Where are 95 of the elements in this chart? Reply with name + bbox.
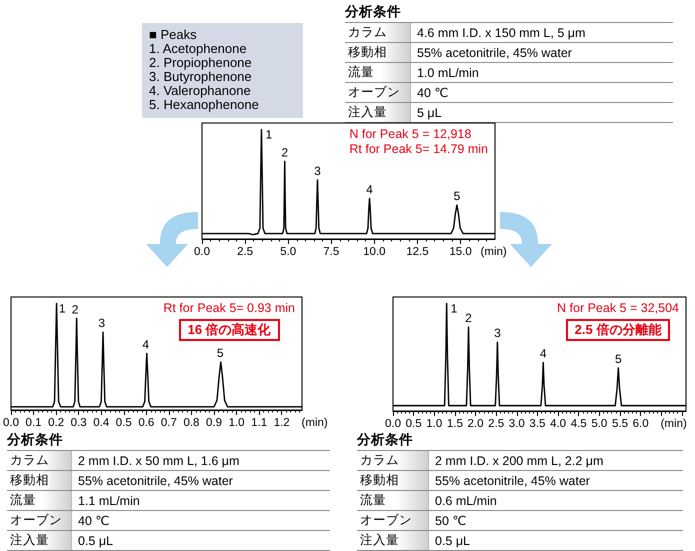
- x-tick-label: 0.2: [48, 417, 64, 429]
- annotation: 5: [614, 352, 622, 366]
- text: 55% acetonitrile, 45% water: [77, 472, 233, 490]
- text: 流量: [357, 491, 429, 510]
- text: 3. Butyrophenone: [149, 69, 253, 84]
- x-tick-label: 5.0: [280, 246, 296, 258]
- annotation: N for Peak 5 = 32,504: [557, 301, 679, 316]
- text: 分析条件: [7, 432, 64, 449]
- annotation: 1: [58, 301, 66, 316]
- annotation: 4: [540, 346, 547, 361]
- x-axis-title: (min): [302, 417, 328, 429]
- text: 2 mm I.D. x 200 mm L, 2.2 μm: [434, 452, 604, 470]
- x-tick-label: 0.1: [26, 417, 42, 429]
- x-tick-label: 0.3: [70, 417, 87, 429]
- text: 注入量: [7, 531, 72, 550]
- text: オーブン: [345, 83, 411, 102]
- text: カラム: [357, 451, 429, 470]
- text: 0.6 mL/min: [434, 492, 497, 510]
- text: 5 μL: [416, 104, 442, 122]
- text: 注入量: [357, 531, 429, 550]
- text: 0.5 μL: [434, 532, 470, 550]
- x-tick-label: 0.0: [194, 246, 210, 258]
- text: オーブン: [357, 511, 429, 530]
- text: 55% acetonitrile, 45% water: [434, 472, 590, 490]
- annotation: 1: [265, 128, 272, 142]
- text: 1. Acetophenone: [149, 41, 248, 56]
- x-tick-label: 2.0: [468, 418, 484, 430]
- annotation: 4: [366, 182, 374, 197]
- x-tick-label: 4.0: [550, 418, 566, 430]
- x-axis-title: (min): [480, 246, 507, 258]
- text: 5. Hexanophenone: [149, 97, 260, 112]
- annotation: 16 倍の高速化: [178, 319, 280, 341]
- text: オーブン: [7, 511, 72, 530]
- x-tick-label: 5.0: [591, 418, 608, 430]
- annotation: 3: [314, 164, 322, 178]
- x-tick-label: 15.0: [449, 246, 472, 258]
- text: 4. Valerophanone: [149, 83, 252, 98]
- annotation: 3: [98, 316, 106, 330]
- text: 50 ℃: [434, 513, 466, 530]
- x-tick-label: 3.0: [508, 418, 525, 430]
- text: 40 ℃: [416, 85, 448, 102]
- text: 分析条件: [357, 432, 414, 449]
- text: 0.5 μL: [77, 532, 114, 550]
- annotation: 5: [454, 189, 461, 204]
- annotation: 1: [450, 301, 458, 316]
- x-tick-label: 5.5: [612, 418, 628, 430]
- text: 移動相: [357, 471, 429, 490]
- x-tick-label: 1.2: [274, 417, 290, 429]
- text: 移動相: [345, 43, 411, 62]
- annotation: 3: [494, 326, 502, 340]
- x-tick-label: 0.8: [183, 417, 200, 429]
- x-tick-label: 7.5: [323, 246, 340, 258]
- x-tick-label: 0.5: [406, 418, 422, 430]
- annotation: 4: [142, 338, 150, 352]
- x-tick-label: 0.6: [138, 417, 154, 429]
- annotation: N for Peak 5 = 12,918 Rt for Peak 5= 14.79 min: [349, 127, 488, 157]
- x-tick-label: 1.1: [251, 417, 268, 429]
- x-tick-label: 0.9: [206, 417, 222, 429]
- annotation: 2: [465, 311, 472, 326]
- text: カラム: [7, 451, 72, 470]
- text: 流量: [345, 63, 411, 82]
- x-tick-label: 0.0: [2, 417, 19, 429]
- x-tick-label: 0.4: [93, 417, 110, 429]
- x-tick-label: 0.7: [160, 417, 177, 429]
- annotation: 2: [72, 302, 79, 316]
- text: 40 ℃: [77, 513, 110, 530]
- x-tick-label: 2.5: [488, 418, 504, 430]
- x-tick-label: 2.5: [237, 246, 254, 258]
- x-tick-label: 12.5: [406, 246, 429, 258]
- annotation: 5: [216, 346, 224, 360]
- x-tick-label: 0.5: [116, 417, 132, 429]
- x-tick-label: 1.5: [446, 418, 463, 430]
- text: 分析条件: [345, 4, 402, 21]
- x-tick-label: 1.0: [228, 417, 245, 429]
- x-tick-label: 10.0: [363, 246, 386, 258]
- x-tick-label: 0.0: [385, 418, 401, 430]
- annotation: 2: [281, 145, 288, 160]
- x-axis-title: (min): [660, 418, 687, 430]
- text: 4.6 mm I.D. x 150 mm L, 5 μm: [416, 24, 586, 42]
- text: 2 mm I.D. x 50 mm L, 1.6 μm: [77, 452, 240, 470]
- text: 55% acetonitrile, 45% water: [416, 44, 572, 62]
- text: 流量: [7, 491, 72, 510]
- x-tick-label: 3.5: [529, 418, 546, 430]
- text: 1.1 mL/min: [77, 492, 140, 510]
- text: 1.0 mL/min: [416, 64, 479, 82]
- text: カラム: [345, 23, 411, 42]
- text: 2. Propiophenone: [149, 55, 253, 70]
- text: ■ Peaks: [149, 27, 198, 42]
- annotation: 2.5 倍の分離能: [566, 319, 670, 341]
- x-tick-label: 1.0: [426, 418, 442, 430]
- x-tick-label: 6.0: [632, 418, 649, 430]
- annotation: Rt for Peak 5= 0.93 min: [163, 301, 295, 316]
- text: 注入量: [345, 103, 411, 122]
- x-tick-label: 4.5: [570, 418, 587, 430]
- text: 移動相: [7, 471, 72, 490]
